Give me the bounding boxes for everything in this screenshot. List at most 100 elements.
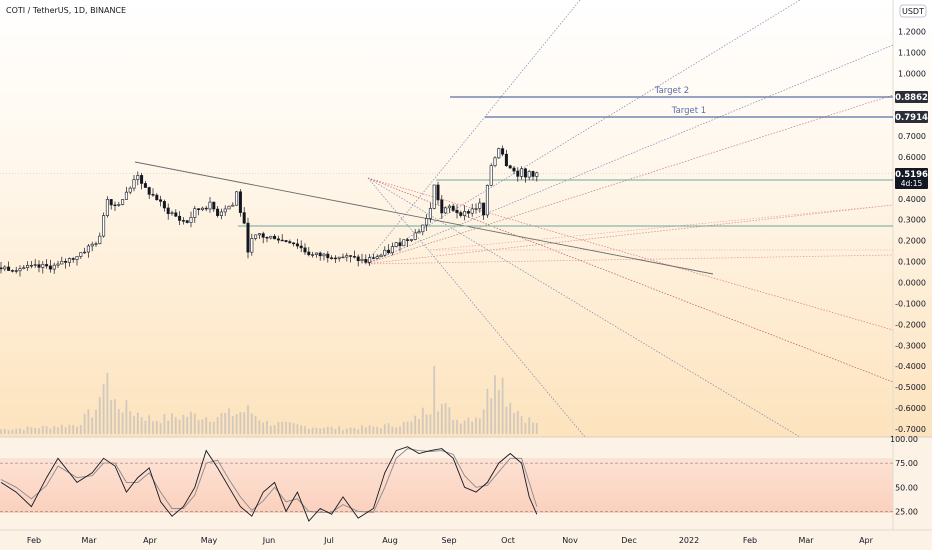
volume-bar [368, 425, 371, 434]
candle-body [117, 204, 121, 206]
candle-body [140, 175, 144, 184]
volume-bar [467, 417, 470, 434]
fan-line [367, 177, 894, 331]
target-1-badge [895, 111, 928, 123]
candle-body [26, 265, 30, 268]
candle-body [155, 194, 159, 201]
volume-bar [3, 428, 6, 434]
fan-line [429, 204, 894, 251]
price-axis[interactable]: 1.20001.10001.00000.70000.60000.50000.40… [895, 27, 926, 433]
volume-bar [520, 416, 523, 434]
candle-body [109, 199, 113, 206]
volume-bar [501, 377, 504, 434]
volume-bar [254, 416, 257, 434]
volume-bar [364, 427, 367, 434]
price-tick-label: -0.7000 [895, 425, 926, 434]
candle-body [189, 217, 193, 223]
candle-body [292, 242, 296, 245]
candle-body [371, 257, 375, 259]
volume-bar [171, 413, 173, 434]
volume-bar [102, 384, 105, 434]
candle-body [56, 263, 60, 266]
volume-bar [361, 425, 363, 434]
volume-bar [433, 365, 436, 434]
symbol-title[interactable]: COTI / TetherUS, 1D, BINANCE [6, 6, 126, 15]
candle-body [463, 211, 467, 216]
candle-body [318, 252, 322, 257]
price-tick-label: 1.0000 [898, 69, 926, 78]
volume-bar [186, 416, 189, 434]
volume-bar [326, 426, 329, 434]
candle-body [451, 205, 455, 211]
volume-bar [391, 426, 394, 434]
volume-bar [406, 421, 409, 434]
price-tick-label: 0.1000 [898, 258, 926, 267]
volume-bar [334, 428, 337, 434]
candle-body [79, 252, 83, 257]
candle-body [37, 264, 41, 268]
candle-body [83, 251, 87, 254]
volume-bar [159, 423, 162, 434]
candle-body [330, 257, 334, 259]
price-tick-label: 0.7000 [898, 132, 926, 141]
candle-body [440, 199, 444, 214]
candle-body [493, 157, 497, 167]
volume-bar [410, 421, 413, 434]
volume-bar [456, 419, 458, 434]
volume-bar [266, 420, 268, 434]
candle-body [7, 266, 11, 271]
price-tick-label: 0.3000 [898, 216, 926, 225]
candle-body [345, 255, 349, 258]
price-tick-label: -0.5000 [895, 383, 926, 392]
volume-bar [463, 420, 466, 434]
volume-bar [224, 412, 227, 434]
volume-bar [148, 415, 151, 434]
currency-button[interactable]: USDT [899, 4, 927, 18]
volume-bar [64, 427, 67, 434]
price-tick-label: 0.4000 [898, 195, 926, 204]
candle-body [459, 212, 463, 216]
volume-bars [0, 365, 538, 434]
candle-body [128, 187, 132, 193]
candle-body [10, 270, 14, 272]
candle-body [162, 201, 166, 209]
volume-bar [311, 427, 314, 434]
candle-body [337, 256, 341, 259]
candle-body [98, 235, 102, 245]
candle-body [527, 171, 531, 178]
volume-bar [228, 408, 230, 434]
volume-bar [444, 402, 447, 434]
candle-body [288, 241, 292, 244]
target-2-badge [895, 91, 928, 103]
stoch-tick-label: 25.00 [895, 507, 918, 516]
candle-body [212, 201, 216, 210]
volume-bar [136, 412, 139, 434]
candle-body [402, 239, 406, 247]
candle-body [326, 253, 330, 259]
candle-body [504, 153, 508, 167]
candle-body [375, 256, 379, 259]
candle-body [238, 191, 242, 213]
volume-bar [163, 413, 166, 434]
volume-bar [98, 397, 101, 434]
fan-line [364, 254, 894, 265]
candle-body [523, 168, 527, 178]
candle-body [174, 212, 178, 217]
price-tick-label: 0.0000 [898, 279, 926, 288]
volume-bar [516, 410, 519, 434]
volume-bar [220, 413, 223, 434]
volume-bar [209, 421, 211, 434]
volume-bar [383, 424, 386, 434]
volume-bar [121, 412, 124, 434]
candle-body [474, 208, 478, 210]
volume-bar [482, 409, 485, 434]
volume-bar [437, 411, 439, 434]
time-tick-label: Oct [501, 536, 515, 545]
time-axis[interactable]: Feb Mar Apr May Jun Jul Aug Sep Oct Nov Dec 2022 Feb… [27, 536, 874, 545]
stoch-tick-label: 100.00 [890, 435, 918, 444]
candle-body [193, 208, 197, 218]
candle-body [121, 199, 125, 205]
candle-body [314, 252, 318, 255]
volume-bar [513, 413, 515, 434]
